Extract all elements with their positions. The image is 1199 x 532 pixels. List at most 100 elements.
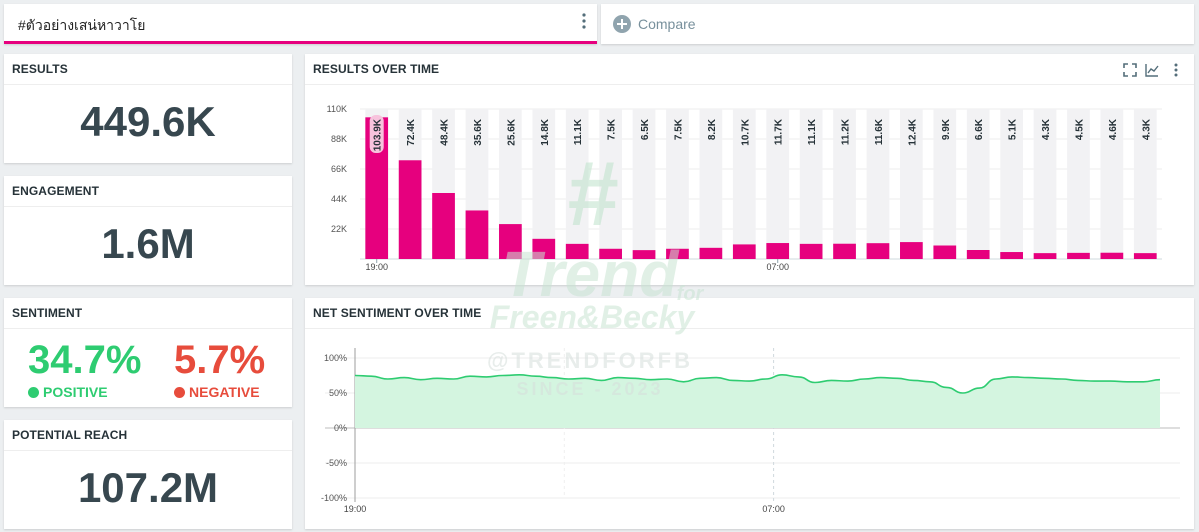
- bar: [966, 250, 990, 259]
- x-tick-label: 07:00: [762, 504, 785, 514]
- bar-data-label: 11.6K: [874, 118, 885, 145]
- y-tick-label: -100%: [321, 493, 347, 503]
- negative-value: 5.7%: [174, 338, 266, 382]
- results-bar-chart: 22K 44K 66K 88K 110K 103.9K 72.4K 48.4K 35.6K 25.…: [327, 104, 1162, 272]
- y-tick-label: -50%: [326, 458, 347, 468]
- bar-data-label: 6.5K: [640, 118, 651, 140]
- bar-data-label: 12.4K: [907, 118, 918, 145]
- line-chart-icon[interactable]: [1144, 62, 1160, 78]
- results-value: 449.6K: [80, 98, 216, 145]
- bar-data-label: 25.6K: [506, 118, 517, 145]
- bar: [1033, 253, 1057, 259]
- bar-data-label: 35.6K: [473, 118, 484, 145]
- bar-background: [499, 109, 522, 259]
- bar-data-label: 4.3K: [1041, 118, 1052, 140]
- bar: [766, 243, 790, 259]
- bar-background: [632, 109, 656, 259]
- bar: [799, 243, 823, 259]
- bar: [1133, 253, 1157, 259]
- engagement-title: ENGAGEMENT: [12, 184, 100, 198]
- results-over-time-card: RESULTS OVER TIME 22K 44K 66K 88K 110K 103.9K…: [305, 54, 1194, 285]
- potential-reach-value: 107.2M: [77, 464, 219, 511]
- bar-background: [565, 109, 589, 259]
- sentiment-line: [354, 373, 1161, 394]
- bar: [465, 210, 489, 259]
- net-sentiment-card: NET SENTIMENT OVER TIME 100% 50% 0% -50% -10…: [305, 298, 1194, 529]
- bar-data-label: 48.4K: [440, 118, 451, 145]
- y-tick-label: 0%: [334, 423, 347, 433]
- results-title: RESULTS: [12, 62, 68, 76]
- frown-icon: [174, 387, 185, 398]
- bar-data-label: 11.1K: [573, 118, 584, 145]
- bar-background: [1100, 109, 1124, 259]
- bar-data-label: 10.7K: [740, 118, 751, 145]
- bar: [1067, 252, 1090, 259]
- positive-label: POSITIVE: [43, 384, 108, 400]
- compare-button[interactable]: Compare: [601, 4, 1194, 44]
- bar-data-label: 14.8K: [540, 118, 551, 145]
- bar-background: [599, 109, 622, 259]
- engagement-card: ENGAGEMENT 1.6M: [4, 176, 292, 285]
- topic-tab[interactable]: #ตัวอย่างเสน่หาวาโย: [4, 4, 597, 44]
- bar: [699, 247, 723, 259]
- bar: [398, 160, 422, 259]
- add-circle-icon: [613, 15, 631, 33]
- bar: [632, 250, 656, 259]
- bar-background: [666, 109, 689, 259]
- bar-background: [532, 109, 556, 259]
- bar: [666, 248, 689, 259]
- negative-label: NEGATIVE: [189, 384, 260, 400]
- bar-background: [833, 109, 856, 259]
- net-sentiment-title: NET SENTIMENT OVER TIME: [313, 306, 482, 320]
- y-tick-label: 110K: [327, 104, 347, 114]
- y-tick-label: 100%: [324, 353, 347, 363]
- bar-data-label: 6.6K: [974, 118, 985, 140]
- more-options-icon[interactable]: [581, 13, 587, 29]
- bar: [499, 224, 522, 259]
- bar-data-label: 4.5K: [1074, 118, 1085, 140]
- results-card: RESULTS 449.6K: [4, 54, 292, 163]
- bar: [599, 248, 622, 259]
- negative-indicator: NEGATIVE: [174, 384, 260, 400]
- fullscreen-icon[interactable]: [1122, 62, 1138, 78]
- bar-data-label: 5.1K: [1008, 118, 1019, 140]
- bar-data-label: 4.6K: [1108, 118, 1119, 140]
- sentiment-area-fill: [355, 374, 1160, 428]
- bar: [1000, 252, 1023, 259]
- bar: [432, 193, 455, 259]
- bar-background: [766, 109, 790, 259]
- bar: [732, 244, 756, 259]
- bar-data-label: 72.4K: [406, 118, 417, 145]
- bar: [565, 243, 589, 259]
- bar-data-label: 11.1K: [807, 118, 818, 145]
- compare-label: Compare: [638, 16, 696, 32]
- x-tick-label: 19:00: [365, 262, 388, 272]
- bar: [365, 117, 389, 259]
- bar-background: [699, 109, 723, 259]
- bar-background: [1000, 109, 1023, 259]
- y-tick-label: 44K: [331, 194, 347, 204]
- smile-icon: [28, 387, 39, 398]
- bar-background: [1067, 109, 1090, 259]
- bar-background: [933, 109, 957, 259]
- bar-background: [1033, 109, 1057, 259]
- bar-data-label: 7.5K: [673, 118, 684, 140]
- results-over-time-title: RESULTS OVER TIME: [313, 62, 440, 76]
- bar-background: [1133, 109, 1157, 259]
- x-tick-label: 19:00: [344, 504, 367, 514]
- y-tick-label: 22K: [331, 224, 347, 234]
- bar-data-label: 11.2K: [841, 118, 852, 145]
- bar-background: [900, 109, 923, 259]
- bar: [833, 243, 856, 259]
- more-options-icon[interactable]: [1168, 62, 1184, 78]
- potential-reach-title: POTENTIAL REACH: [12, 428, 128, 442]
- bar: [900, 242, 923, 259]
- bar-data-label: 8.2K: [707, 118, 718, 140]
- bar-label-highlight: [369, 115, 384, 153]
- net-sentiment-area-chart: 100% 50% 0% -50% -100%19:00 07:00: [321, 348, 1180, 514]
- potential-reach-card: POTENTIAL REACH 107.2M: [4, 420, 292, 529]
- bar: [866, 243, 890, 259]
- bar-background: [732, 109, 756, 259]
- bar-data-label: 7.5K: [607, 118, 618, 140]
- y-tick-label: 50%: [329, 388, 347, 398]
